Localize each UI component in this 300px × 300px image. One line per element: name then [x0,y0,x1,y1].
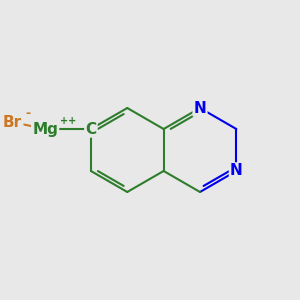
Text: N: N [194,100,206,116]
Text: Mg: Mg [32,122,58,136]
Text: ++: ++ [60,116,76,126]
Text: -: - [25,107,30,120]
Text: C: C [85,122,97,136]
Text: Br: Br [3,115,22,130]
Text: N: N [230,164,243,178]
